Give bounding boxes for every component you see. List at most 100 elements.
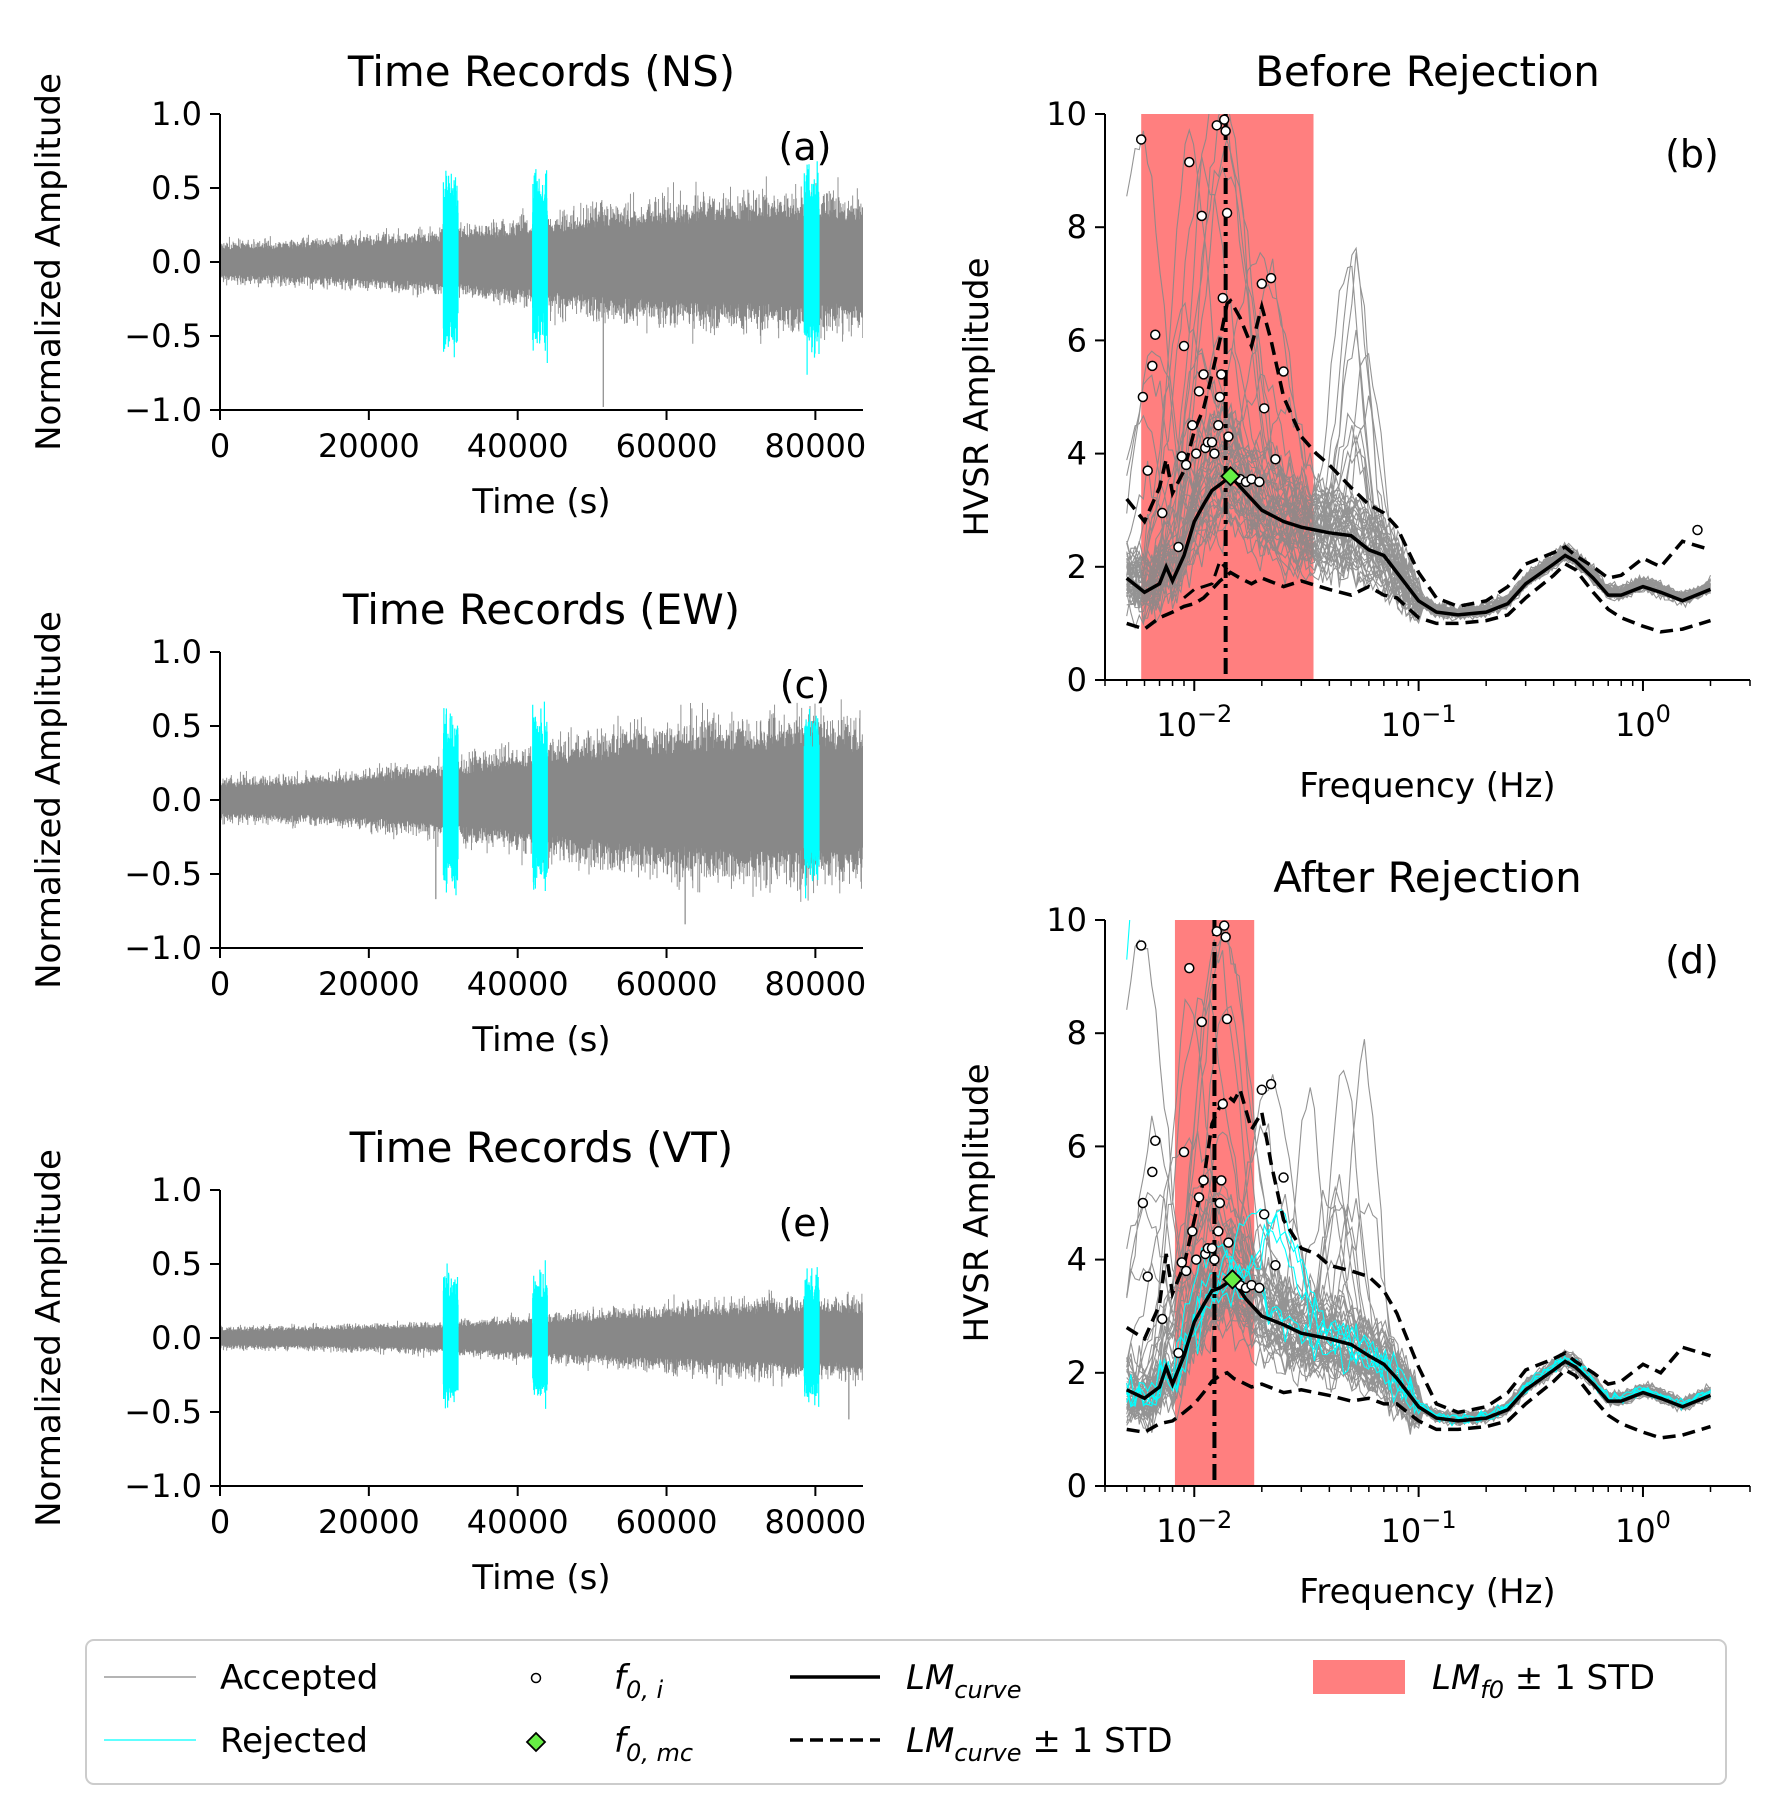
- x-tick-label: 60000: [616, 427, 718, 465]
- x-axis-label: Time (s): [471, 482, 610, 522]
- rejected-window-0: [442, 1263, 459, 1409]
- legend-lm-f0-std-label: LMf0 ± 1 STD: [1432, 1658, 1655, 1704]
- y-tick-label: 8: [1067, 208, 1087, 246]
- x-axis-label: Frequency (Hz): [1299, 766, 1555, 806]
- x-axis-label: Time (s): [471, 1020, 610, 1060]
- f0-i-point: [1137, 391, 1149, 403]
- y-tick-label: −0.5: [124, 1393, 202, 1431]
- f0-i-point: [1196, 210, 1208, 222]
- f0-i-point: [1278, 366, 1289, 377]
- f0-i-point: [1187, 1226, 1198, 1237]
- y-tick-label: 1.0: [151, 633, 202, 671]
- y-tick-label: 2: [1067, 1354, 1087, 1392]
- f0-mc-marker: [1222, 1269, 1243, 1290]
- y-tick-label: 10: [1046, 95, 1087, 133]
- x-tick-label: 60000: [616, 965, 718, 1003]
- f0-i-point: [1214, 1197, 1226, 1209]
- time-records-panel-a: −1.0 −0.5 0.0 0.5 1.0 0 20000 40000 60000 80000 Ti…: [29, 47, 866, 522]
- f0-i-point: [1211, 926, 1223, 937]
- panel-title: Time Records (NS): [347, 47, 735, 96]
- f0-i-point: [1150, 1135, 1161, 1146]
- legend-f0-i-label: f0, i: [614, 1658, 664, 1704]
- hvsr-panel-b: 0 2 4 6 8 10 10−2 10−1 100 Before Rejection Freque…: [957, 47, 1751, 806]
- f0-i-point: [1198, 369, 1209, 380]
- rejected-window-0: [442, 170, 459, 358]
- f0-i-point: [1216, 369, 1227, 380]
- x-tick-label: 0: [210, 1503, 230, 1541]
- y-tick-label: 4: [1067, 435, 1087, 473]
- f0-i-point: [1135, 134, 1147, 145]
- y-tick-label: 0.5: [151, 169, 202, 207]
- x-tick-label: 20000: [318, 965, 420, 1003]
- x-tick-label: 20000: [318, 1503, 420, 1541]
- lm-curve-minus-std: [1126, 1367, 1712, 1440]
- f0-i-point: [1150, 329, 1161, 340]
- y-tick-label: 0.0: [151, 243, 202, 281]
- f0-i-point: [1217, 1098, 1229, 1110]
- x-tick-label: 0: [210, 965, 230, 1003]
- panel-letter: (e): [778, 1201, 831, 1245]
- f0-i-point: [1209, 448, 1220, 459]
- panel-letter: (b): [1665, 132, 1719, 176]
- f0-i-point: [1218, 920, 1230, 931]
- rejected-window-2: [803, 709, 820, 899]
- f0-i-point: [1180, 459, 1192, 471]
- y-tick-label: −1.0: [124, 929, 202, 967]
- rejected-window-1: [532, 169, 548, 363]
- y-tick-label: 1.0: [151, 1171, 202, 1209]
- x-tick-label: 10−2: [1156, 1506, 1232, 1550]
- panel-title: Before Rejection: [1255, 47, 1600, 96]
- x-tick-label: 40000: [467, 1503, 569, 1541]
- f0-i-point: [1193, 1192, 1205, 1203]
- f0-i-point: [1173, 1347, 1184, 1359]
- f0-i-point: [1258, 1209, 1270, 1220]
- legend-lm-curve-label: LMcurve: [906, 1658, 1022, 1704]
- legend-f0-i-marker: [530, 1672, 542, 1684]
- rejected-window-1: [532, 1260, 548, 1409]
- y-tick-label: 0.0: [151, 1319, 202, 1357]
- f0-i-point: [1184, 962, 1195, 974]
- x-axis-label: Time (s): [471, 1558, 610, 1598]
- y-tick-label: −1.0: [124, 1467, 202, 1505]
- f0-i-point: [1223, 431, 1234, 442]
- y-tick-label: 1.0: [151, 95, 202, 133]
- f0-i-point: [1137, 1197, 1149, 1209]
- f0-i-point: [1206, 437, 1218, 448]
- f0-i-point: [1184, 156, 1195, 168]
- rejected-window-0: [442, 708, 459, 896]
- y-tick-label: 8: [1067, 1014, 1087, 1052]
- legend-lm-f0-band-swatch: [1313, 1660, 1405, 1694]
- x-tick-label: 10−1: [1381, 1506, 1457, 1550]
- f0-i-point: [1254, 1282, 1265, 1294]
- y-tick-label: 2: [1067, 548, 1087, 586]
- f0-i-point: [1198, 1175, 1209, 1186]
- f0-i-point: [1206, 1243, 1218, 1254]
- y-tick-label: 0.5: [151, 707, 202, 745]
- x-tick-label: 100: [1615, 700, 1671, 744]
- f0-i-point: [1213, 1226, 1224, 1237]
- f0-i-point: [1214, 391, 1226, 403]
- f0-i-point: [1196, 1016, 1208, 1028]
- f0-i-point: [1270, 454, 1281, 465]
- lm-curve-minus-std: [1126, 561, 1712, 634]
- f0-i-point: [1178, 1146, 1190, 1158]
- f0-i-point: [1256, 278, 1268, 290]
- f0-i-point: [1193, 386, 1205, 397]
- y-tick-label: 0: [1067, 1467, 1087, 1505]
- time-records-panel-c: −1.0 −0.5 0.0 0.5 1.0 0 20000 40000 60000 80000 Ti…: [29, 585, 866, 1060]
- f0-i-point: [1258, 403, 1270, 414]
- f0-i-point: [1176, 451, 1188, 462]
- y-tick-label: 4: [1067, 1241, 1087, 1279]
- f0-mc-marker: [1220, 465, 1241, 487]
- f0-i-point: [1213, 420, 1224, 431]
- legend-lm-curve-std-label: LMcurve ± 1 STD: [906, 1721, 1173, 1767]
- f0-i-point: [1221, 207, 1233, 219]
- f0-i-point: [1147, 360, 1158, 372]
- x-tick-label: 40000: [467, 965, 569, 1003]
- f0-i-point: [1216, 1175, 1227, 1186]
- y-tick-label: 6: [1067, 321, 1087, 359]
- f0-i-point: [1278, 1172, 1289, 1183]
- panel-title: Time Records (VT): [349, 1123, 734, 1172]
- y-tick-label: 6: [1067, 1127, 1087, 1165]
